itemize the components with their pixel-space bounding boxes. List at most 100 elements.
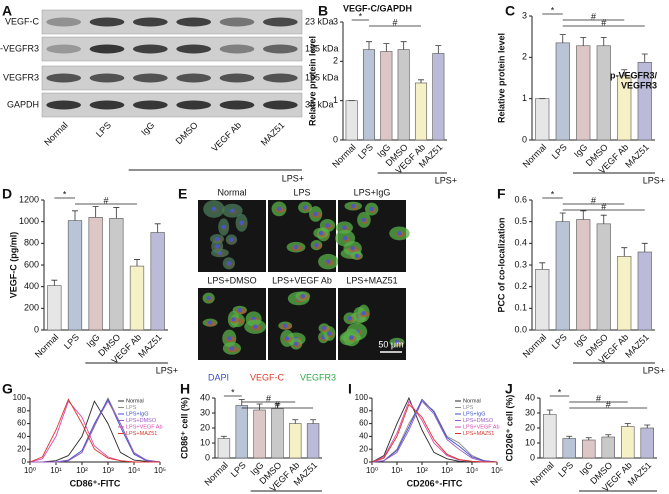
x-tick-label: 10⁴: [128, 466, 141, 475]
nucleus: [397, 231, 402, 236]
nucleus: [284, 336, 290, 341]
nucleus: [206, 295, 211, 301]
blot-band: [219, 44, 255, 54]
legend-label: LPS+VEGF Ab: [126, 424, 163, 430]
significance-label: *: [231, 387, 235, 397]
y-tick-label: 1: [522, 93, 527, 103]
x-tick-label: 10⁵: [491, 466, 503, 475]
y-axis-label: CD86⁺ cell (%): [179, 397, 189, 459]
error-bar: [383, 43, 390, 52]
blot-band: [89, 44, 125, 54]
y-tick-label: 400: [24, 281, 39, 291]
significance-label: #: [601, 17, 606, 27]
bar: [271, 408, 284, 459]
y-tick-label: 0: [34, 324, 39, 334]
y-tick-label: 2: [522, 52, 527, 62]
bar: [88, 217, 103, 331]
bar: [601, 436, 615, 459]
bar: [535, 269, 550, 331]
nucleus: [351, 203, 356, 209]
nucleus: [342, 225, 347, 230]
y-tick-label: 0.3: [514, 259, 527, 269]
error-bar: [566, 435, 573, 439]
blot-band: [176, 100, 212, 110]
histogram-line: [371, 400, 498, 463]
panel-letter: I: [348, 381, 352, 397]
error-bar: [546, 409, 553, 415]
bar: [289, 423, 302, 459]
legend-label: LPS+MAZ51: [463, 431, 494, 437]
nucleus: [314, 242, 319, 248]
error-bar: [644, 424, 651, 428]
legend-label: LPS+IgG: [463, 411, 485, 417]
group-label: LPS+: [282, 173, 304, 183]
significance-label: *: [63, 189, 67, 199]
y-tick-label: 40: [359, 432, 368, 441]
bar: [109, 218, 124, 331]
blot-band: [219, 100, 255, 110]
y-tick-label: 80: [17, 406, 26, 415]
bar: [596, 223, 611, 331]
nucleus: [321, 325, 327, 331]
blot-size-label: 195 kDa: [305, 43, 339, 53]
bar: [555, 42, 570, 141]
y-tick-label: 0: [522, 134, 527, 144]
blot-band: [263, 73, 298, 83]
x-tick-label: MAZ51: [136, 332, 164, 360]
lane-label: DMSO: [174, 120, 200, 146]
nucleus: [354, 253, 360, 259]
bar: [217, 438, 231, 459]
blot-band: [263, 100, 298, 110]
panel-letter: H: [180, 381, 190, 397]
panel-letter: D: [2, 186, 12, 202]
legend-label: LPS+DMSO: [126, 418, 157, 424]
y-tick-label: 0: [530, 452, 535, 462]
micrograph-label: LPS: [293, 187, 310, 197]
axis: [214, 398, 322, 459]
bar: [380, 51, 393, 141]
bar: [576, 219, 591, 331]
axis: [539, 398, 657, 459]
legend-label: Normal: [463, 398, 481, 404]
blot-size-label: 195 kDa: [305, 72, 339, 82]
bar: [150, 232, 165, 331]
error-bar: [641, 242, 648, 252]
blot-band: [176, 17, 212, 27]
error-bar: [580, 37, 587, 46]
nucleus: [211, 206, 217, 212]
error-bar: [559, 212, 566, 222]
y-axis-label: Relative protein level: [307, 36, 317, 126]
y-tick-label: 0.1: [514, 303, 527, 313]
blot-band: [263, 44, 298, 54]
bar: [306, 423, 320, 459]
nucleus: [230, 208, 235, 213]
blot-size-label: 23 kDa: [305, 16, 334, 26]
chart-title: VEGF-C/GAPDH: [343, 3, 412, 13]
x-tick-label: Normal: [528, 460, 556, 488]
y-tick-label: 30: [525, 407, 535, 417]
channel-label: DAPI: [208, 372, 229, 382]
y-tick-label: 1000: [19, 216, 39, 226]
nucleus: [313, 211, 318, 217]
nucleus: [239, 220, 244, 226]
y-tick-label: 3: [522, 10, 527, 20]
error-bar: [134, 259, 140, 267]
x-tick-label: LPS: [550, 142, 569, 161]
channel-label: VEGF-C: [250, 372, 285, 382]
x-tick-label: Normal: [521, 142, 549, 170]
blot-band: [219, 73, 255, 83]
panel-letter: F: [497, 186, 506, 202]
bar: [47, 285, 62, 331]
blot-row-label: VEGF-C: [5, 16, 40, 26]
chart-title: VEGFR3: [621, 80, 657, 90]
panel-letter: B: [318, 3, 328, 19]
x-tick-label: 10³: [441, 466, 453, 475]
error-bar: [51, 279, 58, 286]
significance-label: #: [591, 11, 596, 21]
x-tick-label: 10¹: [50, 466, 62, 475]
error-bar: [621, 69, 628, 76]
y-tick-label: 30: [200, 407, 210, 417]
nucleus: [214, 244, 220, 249]
y-tick-label: 0.4: [514, 238, 527, 248]
nucleus: [293, 341, 299, 347]
